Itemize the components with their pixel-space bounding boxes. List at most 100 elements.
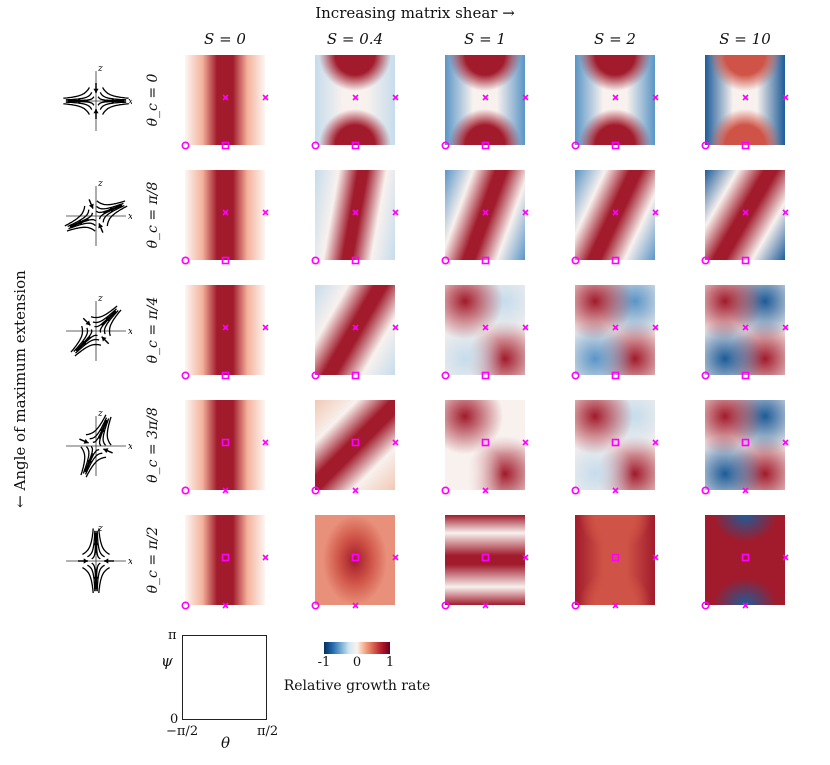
square-marker (221, 438, 230, 447)
square-marker (611, 438, 620, 447)
cross-marker (611, 486, 620, 495)
cross-marker (221, 601, 230, 610)
cross-marker (781, 93, 790, 102)
circle-marker (310, 600, 320, 610)
column-header-4: S = 10 (719, 30, 771, 48)
circle-marker (180, 600, 190, 610)
square-marker (611, 553, 620, 562)
svg-text:x: x (128, 97, 132, 107)
heatmap-fill (445, 285, 525, 375)
growth-rate-panel-r3-c1 (310, 400, 399, 495)
cross-marker (481, 486, 490, 495)
growth-rate-panel-r0-c4 (700, 55, 789, 150)
growth-rate-panel-r0-c2 (440, 55, 529, 150)
growth-rate-panel-r2-c1 (310, 285, 399, 380)
svg-text:x: x (128, 212, 132, 222)
square-marker (351, 256, 360, 265)
svg-text:z: z (97, 179, 103, 189)
cross-marker (521, 323, 530, 332)
circle-marker (310, 255, 320, 265)
cross-marker (781, 438, 790, 447)
svg-text:x: x (128, 557, 132, 567)
growth-rate-panel-r4-c1 (310, 515, 399, 610)
heatmap-fill (445, 55, 525, 145)
heatmap-fill (575, 55, 655, 145)
square-marker (351, 553, 360, 562)
cross-marker (351, 93, 360, 102)
streamline-diagram-0: zx (63, 64, 132, 131)
cross-marker (261, 93, 270, 102)
heatmap-fill (705, 55, 785, 145)
svg-text:x: x (128, 327, 132, 337)
cross-marker (611, 93, 620, 102)
heatmap-fill (315, 55, 395, 145)
column-header-3: S = 2 (594, 30, 636, 48)
cross-marker (521, 553, 530, 562)
square-marker (481, 141, 490, 150)
cross-marker (391, 93, 400, 102)
streamline-diagram-1: zx (64, 179, 132, 246)
heatmap-fill (445, 170, 525, 260)
column-header-2: S = 1 (464, 30, 506, 48)
row-header-0: θ_c = 0 (145, 73, 161, 127)
circle-marker (310, 370, 320, 380)
column-header-1: S = 0.4 (326, 30, 384, 48)
cross-marker (521, 438, 530, 447)
growth-rate-panel-r2-c4 (700, 285, 789, 380)
cross-marker (391, 553, 400, 562)
heatmap-fill (705, 170, 785, 260)
square-marker (741, 371, 750, 380)
figure-top-title: Increasing matrix shear → (315, 4, 515, 22)
cross-marker (391, 208, 400, 217)
circle-marker (440, 600, 450, 610)
cross-marker (611, 208, 620, 217)
cross-marker (651, 438, 660, 447)
cross-marker (261, 553, 270, 562)
legend-y-bottom-label: 0 (170, 712, 179, 727)
cross-marker (741, 208, 750, 217)
circle-marker (440, 255, 450, 265)
streamline-diagram-4: zx (66, 524, 132, 593)
circle-marker (570, 255, 580, 265)
cross-marker (391, 323, 400, 332)
row-header-1: θ_c = π/8 (145, 181, 161, 249)
column-header-0: S = 0 (204, 30, 246, 48)
svg-text:z: z (97, 524, 103, 534)
cross-marker (781, 553, 790, 562)
svg-text:z: z (97, 294, 103, 304)
square-marker (481, 553, 490, 562)
heatmap-fill (575, 170, 655, 260)
cross-marker (481, 93, 490, 102)
cross-marker (481, 323, 490, 332)
growth-rate-panel-r3-c2 (440, 400, 529, 495)
cross-marker (651, 553, 660, 562)
figure-side-title: ← Angle of maximum extension (11, 270, 29, 508)
growth-rate-panel-r1-c4 (700, 170, 789, 265)
heatmap-fill (705, 285, 785, 375)
growth-rate-panel-r3-c4 (700, 400, 789, 495)
square-marker (611, 141, 620, 150)
square-marker (481, 256, 490, 265)
svg-text:z: z (97, 409, 103, 419)
circle-marker (440, 140, 450, 150)
colorbar-tick-mid: 0 (352, 655, 362, 670)
growth-rate-panel-r3-c0 (180, 400, 269, 495)
growth-rate-panel-r1-c2 (440, 170, 529, 265)
circle-marker (310, 140, 320, 150)
heatmap-fill (315, 170, 395, 260)
circle-marker (700, 370, 710, 380)
growth-rate-panel-r4-c0 (180, 515, 269, 610)
growth-rate-panel-r2-c2 (440, 285, 529, 380)
cross-marker (521, 93, 530, 102)
cross-marker (221, 208, 230, 217)
square-marker (351, 438, 360, 447)
circle-marker (700, 140, 710, 150)
growth-rate-panel-r1-c1 (310, 170, 399, 265)
cross-marker (221, 93, 230, 102)
heatmap-fill (575, 285, 655, 375)
cross-marker (481, 601, 490, 610)
circle-marker (180, 370, 190, 380)
heatmap-fill (185, 55, 265, 145)
cross-marker (781, 208, 790, 217)
cross-marker (741, 323, 750, 332)
